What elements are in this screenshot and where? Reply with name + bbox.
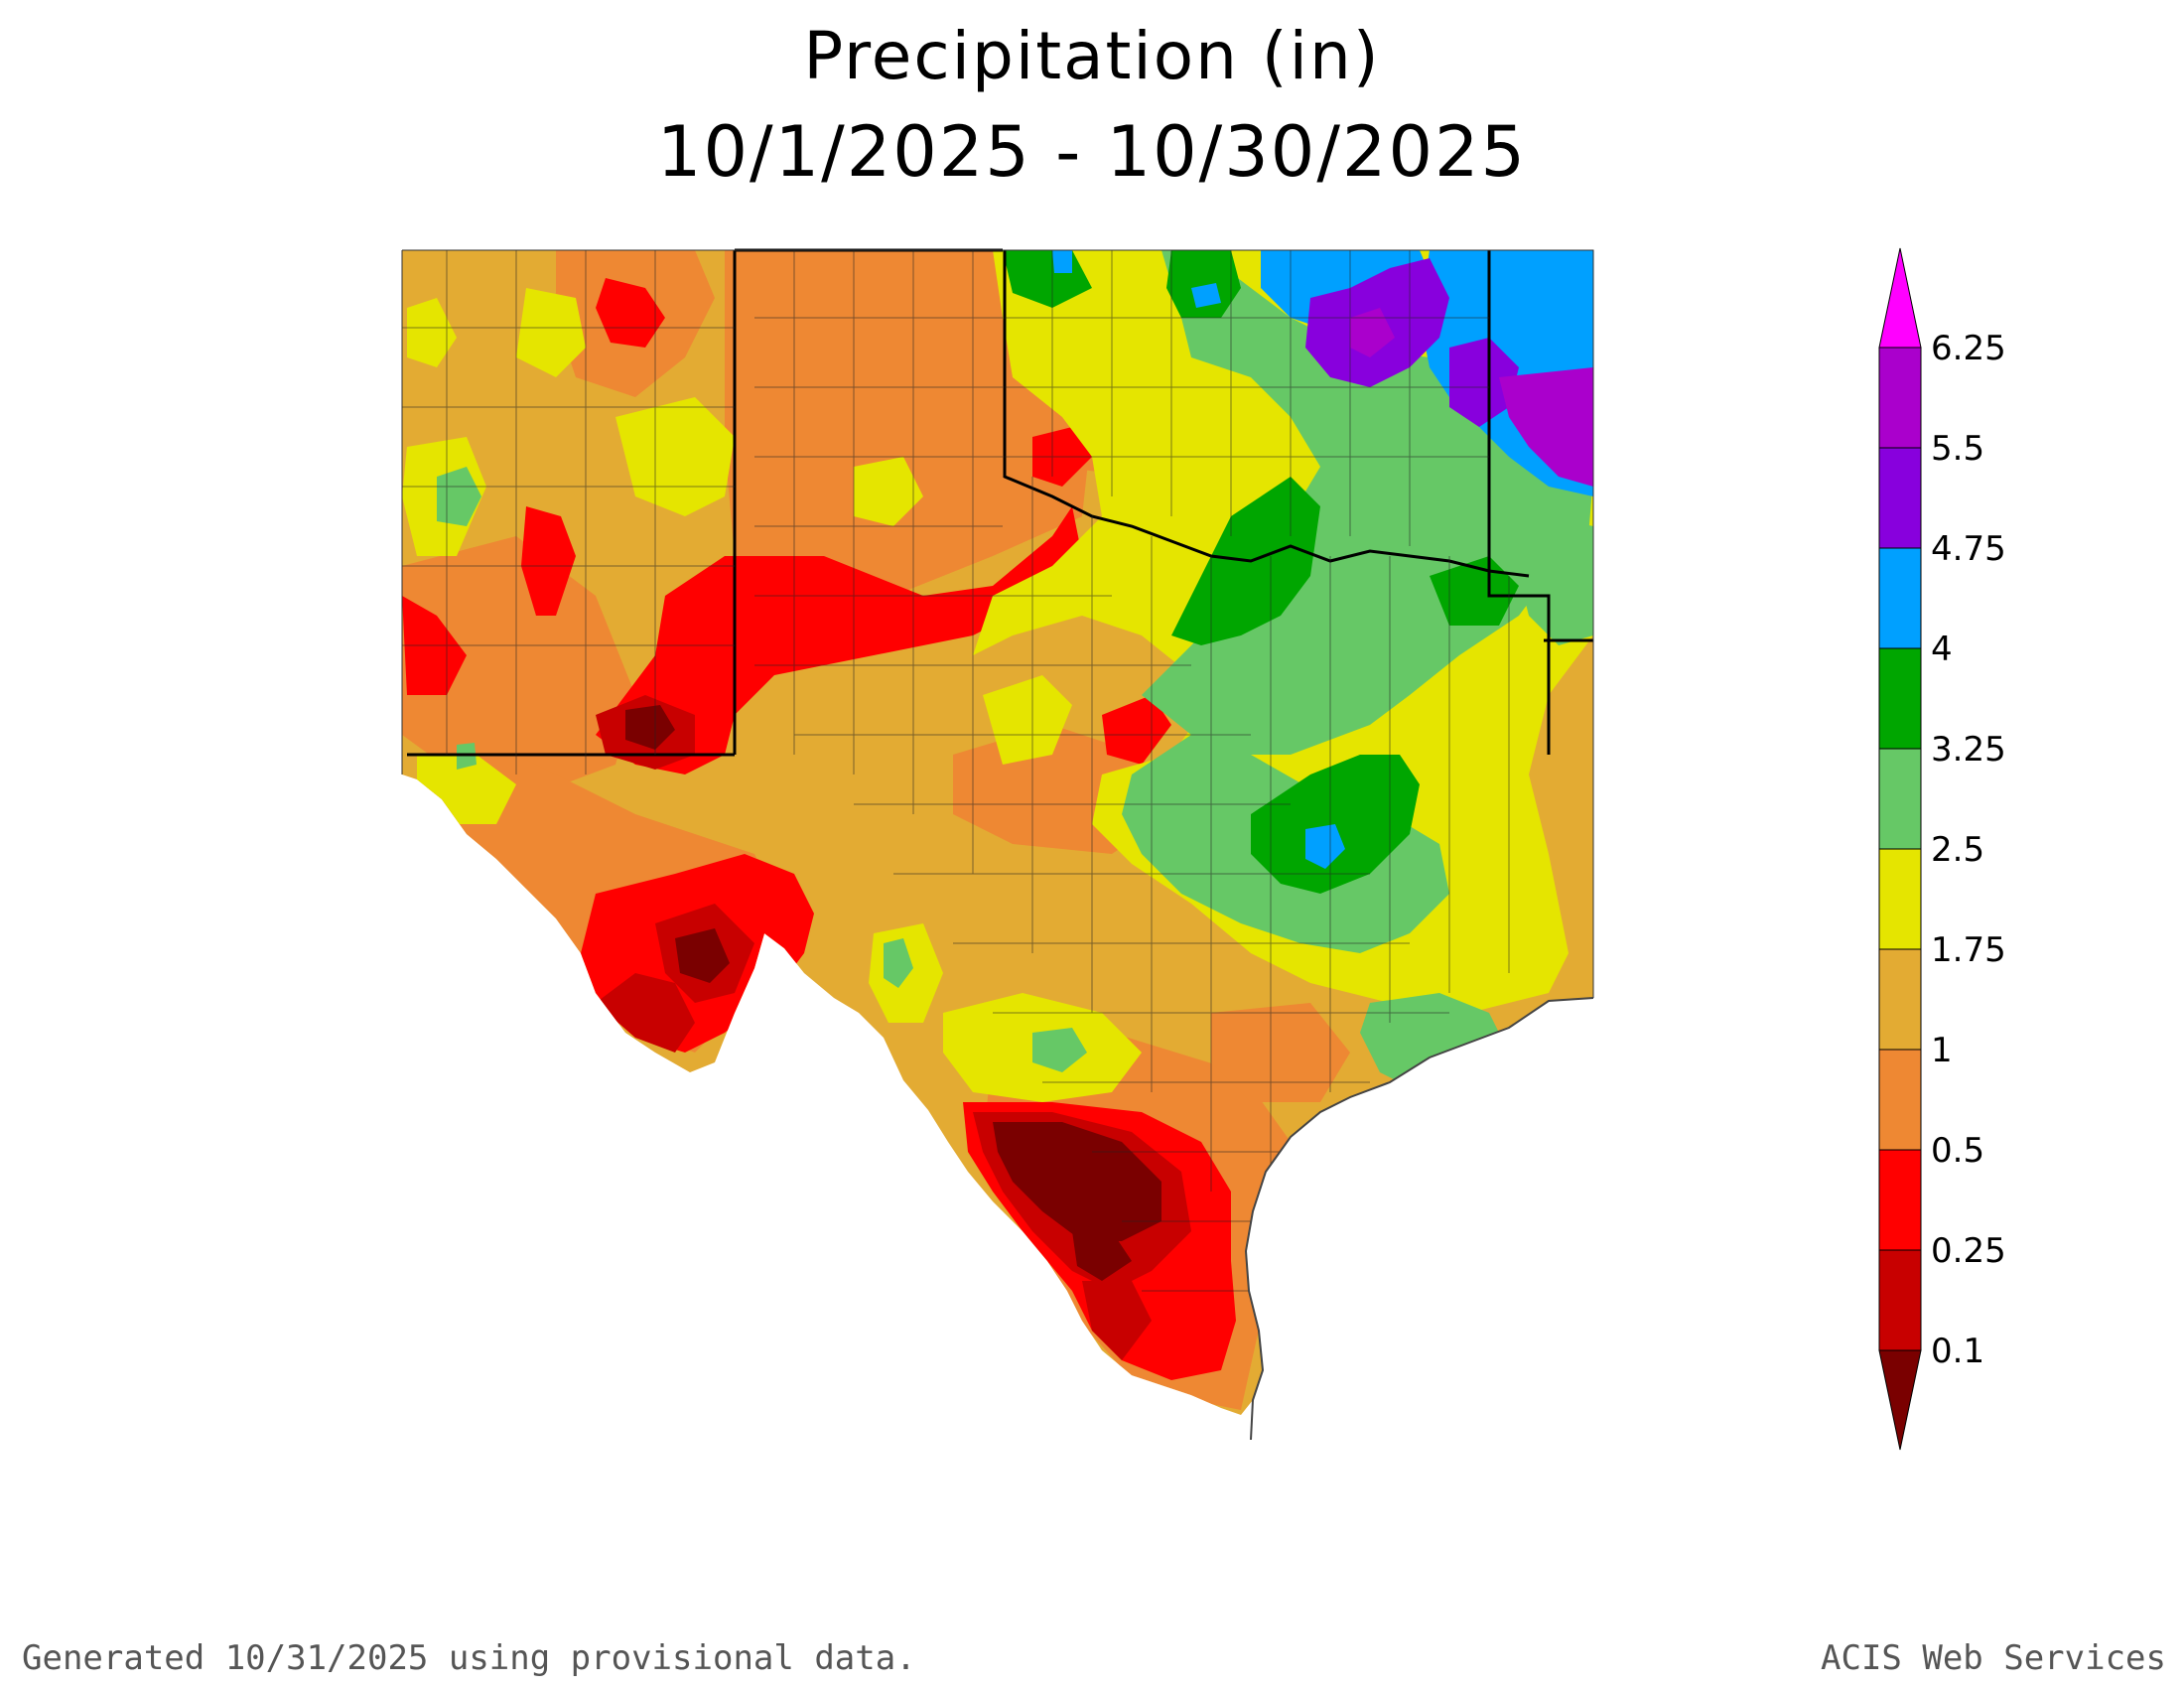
legend-label: 1.75 xyxy=(1931,930,2006,970)
legend-label: 5.5 xyxy=(1931,429,1984,469)
map-date-range: 10/1/2025 - 10/30/2025 xyxy=(656,111,1528,193)
county-lines xyxy=(402,250,1510,1292)
legend-swatch xyxy=(1878,347,1922,449)
legend-label: 0.1 xyxy=(1931,1332,1984,1371)
legend-swatch xyxy=(1878,1249,1922,1351)
legend-swatch xyxy=(1878,447,1922,549)
legend-swatch xyxy=(1878,1149,1922,1251)
precip-legend: 0.1 0.25 0.5 1 1.75 2.5 3.25 4 4.75 5.5 6.25 xyxy=(1878,247,2006,1451)
legend-swatch xyxy=(1878,547,1922,649)
legend-label: 1 xyxy=(1931,1031,1953,1070)
legend-swatch xyxy=(1878,748,1922,850)
legend-label: 6.25 xyxy=(1931,329,2006,368)
red-river-border xyxy=(1003,250,1530,578)
legend-label: 2.5 xyxy=(1931,830,1984,870)
source-credit: ACIS Web Services xyxy=(1821,1638,2166,1678)
legend-over-arrow xyxy=(1878,247,1922,349)
legend-swatch xyxy=(1878,948,1922,1051)
gulf-coastline xyxy=(1244,997,1594,1441)
generated-note: Generated 10/31/2025 using provisional d… xyxy=(22,1638,916,1678)
legend-swatch xyxy=(1878,647,1922,750)
legend-swatch xyxy=(1878,1049,1922,1151)
legend-label: 3.25 xyxy=(1931,730,2006,770)
legend-label: 4.75 xyxy=(1931,529,2006,569)
legend-label: 0.5 xyxy=(1931,1131,1984,1171)
map-outline xyxy=(401,249,1594,998)
legend-label: 4 xyxy=(1931,630,1953,669)
legend-under-arrow xyxy=(1878,1349,1922,1451)
ok-ar-border xyxy=(1487,250,1551,755)
legend-label: 0.25 xyxy=(1931,1231,2006,1271)
map-title: Precipitation (in) xyxy=(803,18,1381,94)
legend-swatch xyxy=(1878,848,1922,950)
precip-field xyxy=(402,250,1593,1415)
